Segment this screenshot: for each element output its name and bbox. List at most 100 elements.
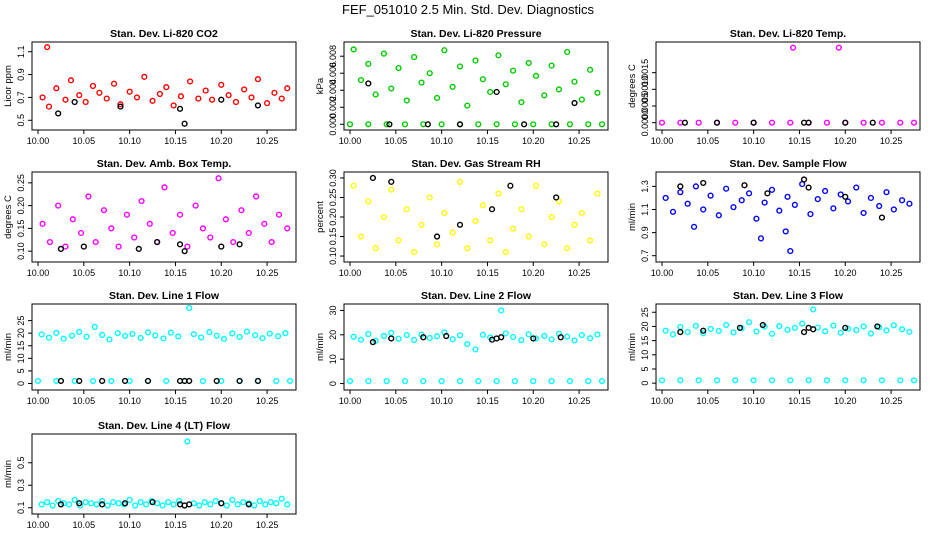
- data-point-floor: [910, 119, 918, 126]
- data-point-main: [464, 102, 471, 109]
- data-point-main: [176, 211, 184, 218]
- data-point-main: [170, 501, 177, 508]
- data-point-main: [502, 249, 509, 256]
- data-point-main: [133, 94, 141, 101]
- data-point-flagged: [433, 233, 441, 240]
- data-point-main: [510, 225, 517, 232]
- data-point-main: [707, 325, 714, 333]
- data-point-main: [220, 335, 228, 343]
- data-point-main: [196, 502, 203, 509]
- plot-frame: [655, 303, 921, 391]
- data-point-main: [365, 330, 372, 338]
- data-point-main: [252, 193, 260, 200]
- data-point-main: [62, 96, 69, 103]
- data-point-main: [372, 245, 379, 252]
- data-point-main: [799, 320, 806, 327]
- x-tick-label: 10.15: [788, 396, 811, 406]
- data-point-floor: [750, 377, 757, 384]
- data-point-main: [108, 225, 115, 232]
- data-point-floor: [860, 119, 867, 126]
- data-point-low: [782, 228, 789, 235]
- x-tick-label: 10.20: [522, 268, 545, 278]
- data-point-main: [571, 337, 578, 344]
- x-tick-label: 10.25: [880, 136, 903, 146]
- y-axis-title: ml/min: [315, 333, 326, 361]
- data-point-main: [426, 334, 433, 342]
- data-point-main: [218, 81, 225, 88]
- data-point-floor: [401, 121, 409, 128]
- data-points: [39, 175, 291, 255]
- data-point-main: [548, 62, 555, 69]
- data-point-floor: [365, 121, 372, 128]
- data-point-floor: [493, 378, 500, 385]
- data-point-main: [532, 72, 540, 79]
- data-point-main: [76, 328, 83, 336]
- data-point-main: [202, 87, 209, 94]
- chart-title: Stan. Dev. Line 3 Flow: [733, 290, 844, 302]
- data-point-main: [502, 81, 509, 88]
- data-point-floor: [732, 377, 739, 384]
- data-point-floor: [787, 119, 794, 126]
- data-point-flagged: [245, 501, 252, 508]
- data-point-flagged: [677, 329, 684, 336]
- y-tick-label: 0.000: [328, 113, 338, 136]
- data-point-floor: [530, 378, 537, 385]
- data-point-main: [586, 237, 594, 244]
- x-tick-label: 10.05: [73, 136, 96, 146]
- x-tick-label: 10.15: [788, 268, 811, 278]
- data-points: [658, 44, 918, 126]
- data-point-flagged: [149, 499, 156, 506]
- x-axis: 10.00 10.05 10.10 10.15 10.20 10.25: [27, 390, 278, 406]
- data-point-peak: [810, 306, 817, 313]
- data-point-main: [53, 329, 60, 337]
- data-point-floor: [493, 121, 500, 128]
- data-point-main: [76, 92, 83, 99]
- x-tick-label: 10.15: [788, 136, 811, 146]
- data-point-floor: [732, 119, 739, 126]
- data-point-main: [403, 206, 410, 213]
- plot-frame: [343, 303, 609, 391]
- y-axis-title: ml/min: [3, 333, 14, 361]
- data-point-main: [207, 501, 214, 508]
- plot-frame: [31, 303, 297, 391]
- data-point-flagged: [57, 245, 65, 252]
- y-tick-label: 30: [328, 305, 338, 315]
- data-point-flagged: [420, 334, 427, 341]
- x-tick-label: 10.25: [568, 136, 591, 146]
- data-point-flagged: [553, 194, 560, 201]
- y-axis: 0.5 0.7 0.9 1.1: [16, 45, 32, 127]
- chart-title: Stan. Dev. Amb. Box Temp.: [97, 158, 232, 170]
- y-tick-label: 0.25: [328, 189, 338, 207]
- data-point-main: [449, 83, 456, 90]
- data-point-main: [149, 97, 156, 104]
- data-point-main: [212, 497, 219, 505]
- data-point-main: [890, 322, 897, 329]
- data-point-main: [677, 189, 684, 196]
- data-point-main: [143, 501, 150, 508]
- data-point-main: [192, 202, 199, 209]
- data-point-main: [131, 234, 138, 241]
- data-point-main: [232, 98, 240, 106]
- data-point-flagged: [254, 377, 262, 385]
- data-point-peak: [498, 307, 505, 314]
- data-point-floor: [383, 378, 390, 385]
- data-point-main: [555, 198, 563, 205]
- data-point-flagged: [154, 238, 161, 246]
- data-point-main: [83, 333, 90, 340]
- data-point-main: [449, 336, 456, 343]
- data-point-main: [844, 325, 852, 332]
- data-point-floor: [365, 378, 372, 385]
- data-point-main: [853, 184, 860, 191]
- data-point-flagged: [530, 335, 537, 342]
- data-point-main: [169, 229, 176, 237]
- data-point-main: [275, 211, 283, 218]
- data-point-flagged: [365, 80, 372, 87]
- x-tick-label: 10.10: [118, 136, 141, 146]
- x-tick-label: 10.10: [118, 520, 141, 530]
- data-point-main: [586, 66, 594, 73]
- data-point-main: [753, 328, 760, 335]
- y-axis: 0.1 0.3 0.5: [16, 456, 32, 514]
- data-point-main: [692, 183, 700, 190]
- y-tick-label: 0.9: [16, 68, 26, 81]
- data-point-main: [198, 334, 205, 341]
